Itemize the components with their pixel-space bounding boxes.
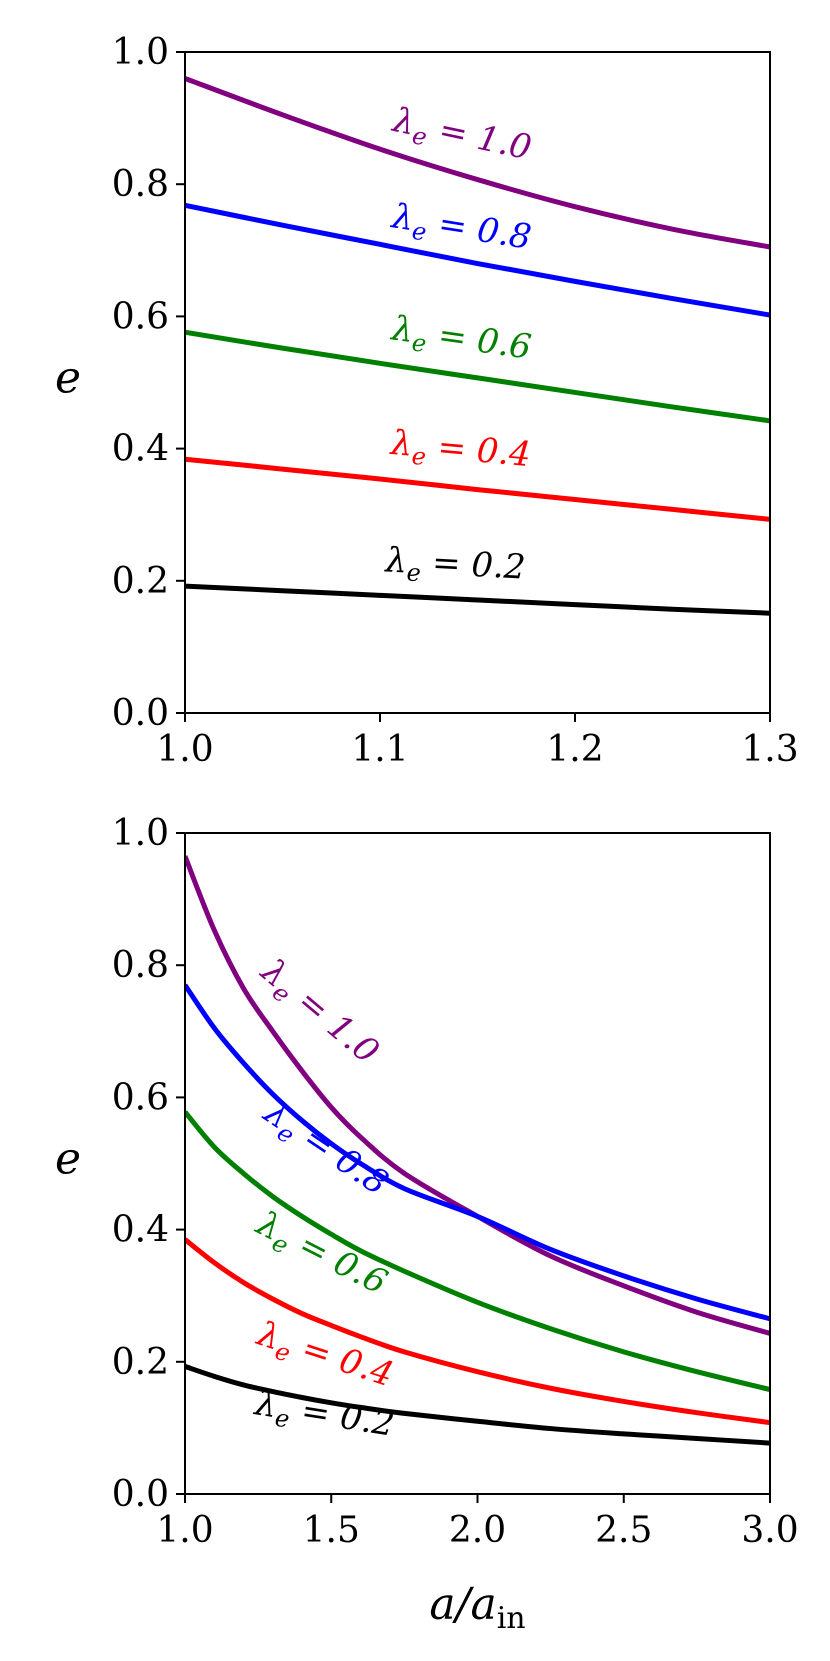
x-tick-label: 1.0 [156,729,213,770]
series-line-lambda-0-6 [185,329,770,424]
x-tick-label: 3.0 [741,1510,798,1551]
y-tick-label: 0.6 [112,296,169,337]
x-tick-label: 2.5 [595,1510,652,1551]
x-tick-label: 1.1 [351,729,408,770]
series-line-lambda-0-4 [185,1237,770,1426]
series-line-lambda-0-8 [185,202,770,318]
top-panel: 1.0 1.1 1.2 1.3 0.0 0.2 0.4 0.6 0.8 1.0 e λe = 1.0 λ… [55,32,799,770]
y-tick-label: 0.4 [112,1210,169,1251]
x-tick-label: 1.2 [546,729,603,770]
curve-label-lambda-1: λe = 1.0 [387,100,535,174]
x-tick-label: 1.0 [156,1510,213,1551]
curve-label-lambda-0-6: λe = 0.6 [387,308,534,372]
series-lines [185,855,770,1446]
series-line-lambda-1 [185,76,770,250]
y-tick-label: 0.6 [112,1077,169,1118]
bottom-panel: 1.0 1.5 2.0 2.5 3.0 0.0 0.2 0.4 0.6 0.8 1.0 e a/ain λ… [55,813,799,1636]
x-tick-label: 1.5 [303,1510,360,1551]
y-tick-label: 0.4 [112,429,169,470]
series-line-lambda-1 [185,855,770,1336]
y-tick-label: 0.2 [112,561,169,602]
y-tick-label: 0.8 [112,164,169,205]
axes-frame [184,51,771,714]
y-tick-label: 0.0 [112,1474,169,1515]
y-tick-label: 0.0 [112,693,169,734]
y-axis-title: e [55,1134,81,1185]
x-tick-label: 2.0 [449,1510,506,1551]
series-line-lambda-0-8 [185,983,770,1322]
y-tick-label: 1.0 [112,32,169,73]
curve-label-lambda-0-2: λe = 0.2 [382,540,526,592]
series-line-lambda-0-4 [185,456,770,522]
y-tick-label: 0.2 [112,1342,169,1383]
y-axis-title: e [55,353,81,404]
y-tick-label: 0.8 [112,945,169,986]
series-line-lambda-0-2 [185,583,770,616]
curve-label-lambda-0-8: λe = 0.8 [387,196,534,263]
y-tick-label: 1.0 [112,813,169,854]
x-tick-label: 1.3 [741,729,798,770]
series-line-lambda-0-2 [185,1364,770,1446]
curve-label-lambda-0-2: λe = 0.2 [250,1383,397,1450]
series-lines [185,76,770,616]
curve-label-lambda-0-6: λe = 0.6 [247,1203,394,1308]
curve-label-lambda-0-4: λe = 0.4 [387,423,532,480]
series-line-lambda-0-6 [185,1110,770,1392]
x-axis-title: a/ain [429,1579,525,1636]
curve-label-lambda-1: λe = 1.0 [249,950,387,1076]
